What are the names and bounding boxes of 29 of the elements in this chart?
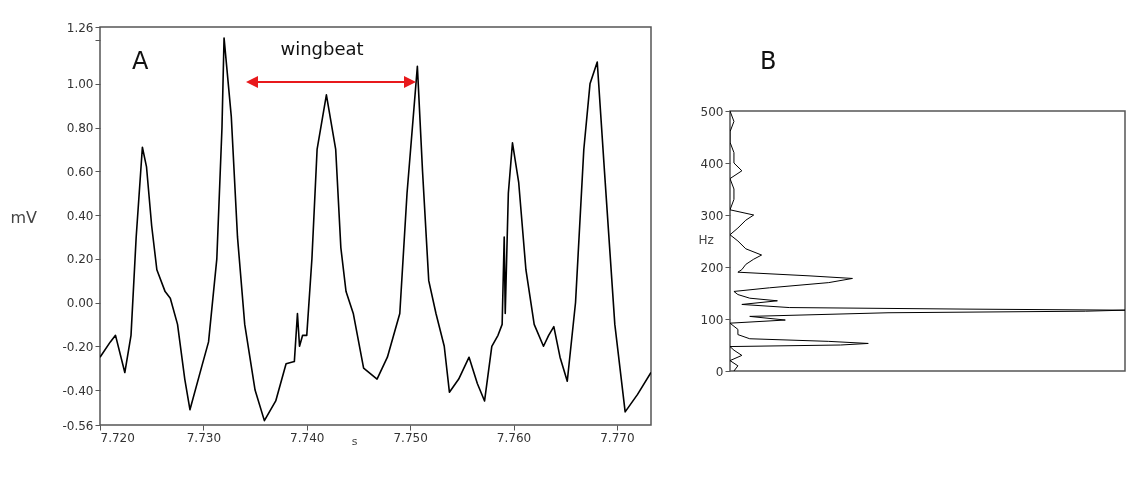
y-tick-label: -0.20: [62, 339, 94, 354]
y-tick-label: 400: [700, 156, 724, 171]
x-tick-label: 7.750: [393, 430, 428, 445]
y-tick-label: -0.56: [62, 418, 94, 433]
chart-title: B: [760, 47, 777, 75]
annotation: wingbeat: [280, 38, 364, 59]
x-tick-label: 7.720: [100, 430, 135, 445]
x-tick-label: 7.730: [186, 430, 222, 445]
y-tick-label: 0.20: [66, 252, 94, 267]
y-tick-label: 100: [700, 312, 724, 327]
x-tick-label: 7.740: [290, 430, 325, 445]
line-series: [100, 37, 651, 422]
x-tick-label: 7.760: [496, 430, 532, 445]
x-tick-label: 7.770: [600, 430, 635, 445]
y-tick-label: 1.26: [66, 20, 94, 35]
y-tick-label: 0.60: [66, 164, 94, 179]
text: A: [132, 47, 149, 75]
y-tick-label: 0.80: [66, 121, 94, 136]
y-tick-label: 500: [700, 104, 724, 119]
y-tick-label: 200: [700, 260, 724, 275]
y-tick-label: -0.40: [62, 383, 94, 398]
y-axis-title: Hz: [698, 232, 714, 247]
y-tick-label: 0.00: [66, 296, 94, 311]
y-tick-label: 0.40: [66, 208, 94, 223]
y-axis-title: mV: [10, 207, 38, 227]
y-tick-label: 1.00: [66, 77, 94, 92]
y-tick-label: 300: [700, 208, 724, 223]
y-tick-label: 0: [715, 364, 724, 379]
x-axis-title: s: [351, 434, 358, 448]
